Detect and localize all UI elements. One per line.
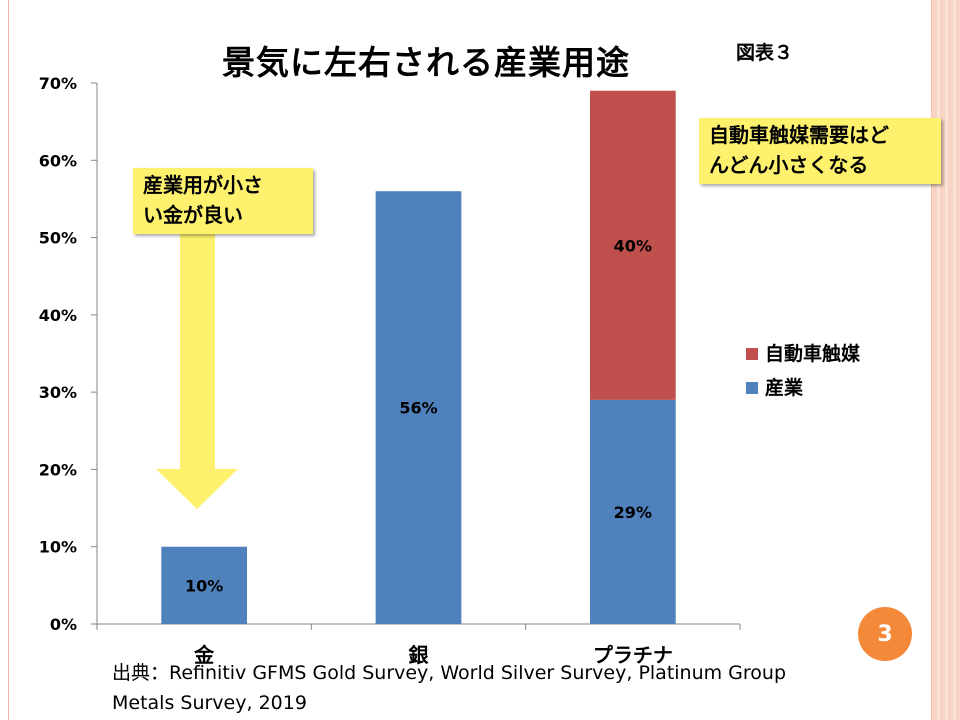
data-label: 10%	[185, 576, 223, 595]
source-note: 出典：Refinitiv GFMS Gold Survey, World Sil…	[112, 658, 872, 718]
slide-frame-right-edge	[931, 0, 932, 720]
page-number-badge: 3	[858, 607, 912, 661]
callout-gold-line-1: 産業用が小さ	[143, 173, 263, 197]
data-label: 56%	[399, 399, 437, 418]
y-tick-label: 0%	[50, 615, 77, 634]
bar-industrial	[375, 191, 462, 624]
data-label: 40%	[614, 236, 652, 255]
legend-label: 産業	[765, 376, 804, 399]
bar-industrial	[589, 399, 676, 624]
x-tick-label: 金	[193, 643, 215, 667]
y-tick-label: 30%	[39, 383, 77, 402]
y-tick-label: 70%	[39, 74, 77, 93]
source-line-1: 出典：Refinitiv GFMS Gold Survey, World Sil…	[112, 662, 787, 684]
y-tick-label: 60%	[39, 151, 77, 170]
source-line-2: Metals Survey, 2019	[112, 692, 307, 714]
callout-gold-line-2: い金が良い	[143, 203, 243, 227]
x-tick-label: プラチナ	[593, 643, 673, 667]
y-tick-label: 20%	[39, 460, 77, 479]
slide-frame-left	[8, 0, 9, 720]
down-arrow-icon	[156, 234, 238, 509]
legend-swatch	[746, 382, 758, 394]
callout-platinum-line-2: んどん小さくなる	[709, 153, 869, 177]
figure-label: 図表３	[736, 42, 794, 64]
x-tick-label: 銀	[409, 643, 429, 667]
chart-title: 景気に左右される産業用途	[222, 43, 630, 82]
bar-auto-catalyst	[589, 90, 676, 400]
y-tick-label: 40%	[39, 306, 77, 325]
callout-platinum: 自動車触媒需要はど んどん小さくなる	[699, 118, 941, 184]
legend-label: 自動車触媒	[765, 342, 861, 365]
data-label: 29%	[614, 503, 652, 522]
y-tick-label: 50%	[39, 229, 77, 248]
y-tick-label: 10%	[39, 538, 77, 557]
callout-platinum-line-1: 自動車触媒需要はど	[709, 123, 889, 147]
callout-gold: 産業用が小さ い金が良い	[133, 168, 313, 234]
legend-swatch	[746, 348, 758, 360]
bar-industrial	[161, 546, 248, 624]
